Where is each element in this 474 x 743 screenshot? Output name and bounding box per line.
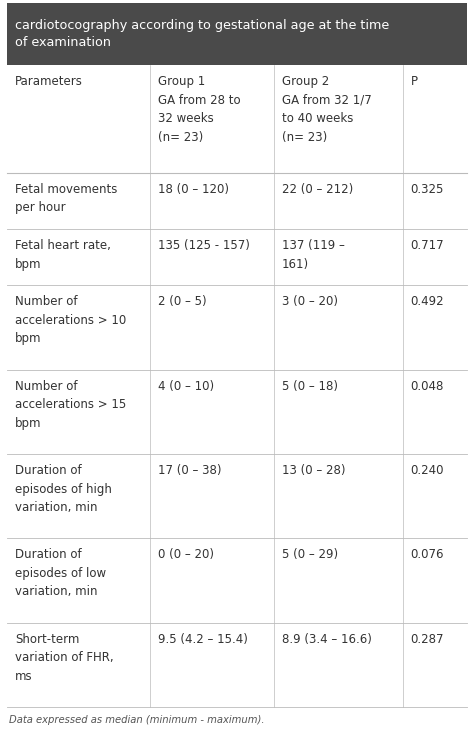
Text: Duration of
episodes of low
variation, min: Duration of episodes of low variation, m… [15,548,106,598]
Text: 0 (0 – 20): 0 (0 – 20) [157,548,214,562]
Bar [7,3,467,65]
Text: 0.048: 0.048 [410,380,444,393]
Text: 135 (125 - 157): 135 (125 - 157) [157,239,249,252]
Text: 0.240: 0.240 [410,464,444,477]
Text: Group 1
GA from 28 to
32 weeks
(n= 23): Group 1 GA from 28 to 32 weeks (n= 23) [157,75,240,143]
Text: 0.492: 0.492 [410,296,444,308]
Text: 17 (0 – 38): 17 (0 – 38) [157,464,221,477]
Text: Data expressed as median (minimum - maximum).: Data expressed as median (minimum - maxi… [9,715,264,725]
Text: Fetal heart rate,
bpm: Fetal heart rate, bpm [15,239,111,270]
Text: Parameters: Parameters [15,75,83,88]
Text: P: P [410,75,418,88]
Text: 4 (0 – 10): 4 (0 – 10) [157,380,214,393]
Text: Number of
accelerations > 10
bpm: Number of accelerations > 10 bpm [15,296,126,345]
Text: Short-term
variation of FHR,
ms: Short-term variation of FHR, ms [15,633,114,683]
Text: 22 (0 – 212): 22 (0 – 212) [282,183,353,196]
Text: 3 (0 – 20): 3 (0 – 20) [282,296,338,308]
Text: 5 (0 – 18): 5 (0 – 18) [282,380,338,393]
Text: 0.325: 0.325 [410,183,444,196]
Text: cardiotocography according to gestational age at the time
of examination: cardiotocography according to gestationa… [15,19,389,50]
Text: 0.287: 0.287 [410,633,444,646]
Text: 9.5 (4.2 – 15.4): 9.5 (4.2 – 15.4) [157,633,247,646]
Text: 8.9 (3.4 – 16.6): 8.9 (3.4 – 16.6) [282,633,372,646]
Text: 137 (119 –
161): 137 (119 – 161) [282,239,345,270]
Text: 0.717: 0.717 [410,239,444,252]
Text: Group 2
GA from 32 1/7
to 40 weeks
(n= 23): Group 2 GA from 32 1/7 to 40 weeks (n= 2… [282,75,372,143]
Text: Fetal movements
per hour: Fetal movements per hour [15,183,118,215]
Text: 0.076: 0.076 [410,548,444,562]
Text: Duration of
episodes of high
variation, min: Duration of episodes of high variation, … [15,464,112,514]
Text: 18 (0 – 120): 18 (0 – 120) [157,183,228,196]
Text: 5 (0 – 29): 5 (0 – 29) [282,548,338,562]
Text: Number of
accelerations > 15
bpm: Number of accelerations > 15 bpm [15,380,126,429]
Text: 13 (0 – 28): 13 (0 – 28) [282,464,345,477]
Text: 2 (0 – 5): 2 (0 – 5) [157,296,206,308]
